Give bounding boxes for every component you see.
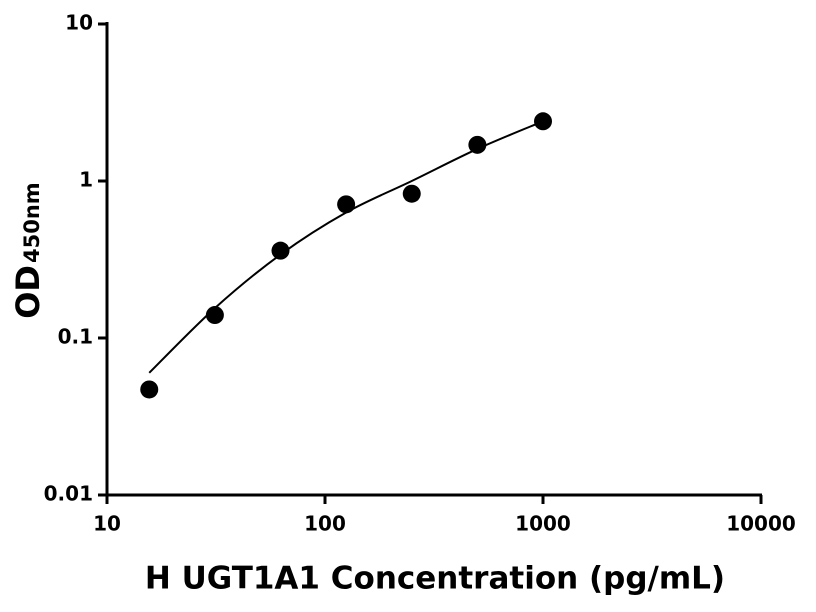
data-point	[205, 306, 224, 325]
data-point	[140, 380, 159, 399]
y-axis-label-subscript: 450nm	[20, 182, 44, 263]
y-tick-label: 10	[65, 11, 93, 35]
x-tick-label: 1000	[515, 512, 571, 536]
y-tick-label: 1	[79, 168, 93, 192]
y-axis-label-group: OD 450nm	[9, 182, 47, 318]
data-point	[402, 184, 421, 203]
x-tick-label: 10	[93, 512, 121, 536]
fit-curve	[148, 120, 544, 374]
x-axis-label: H UGT1A1 Concentration (pg/mL)	[145, 561, 725, 597]
x-tick-label: 100	[304, 512, 346, 536]
data-point	[468, 135, 487, 154]
data-point	[337, 195, 356, 214]
x-tick-label: 10000	[726, 512, 796, 536]
data-point	[534, 112, 552, 131]
y-axis-label: OD	[9, 265, 47, 319]
y-tick-label: 0.01	[44, 482, 93, 506]
data-point	[271, 241, 290, 260]
y-tick-label: 0.1	[58, 325, 93, 349]
